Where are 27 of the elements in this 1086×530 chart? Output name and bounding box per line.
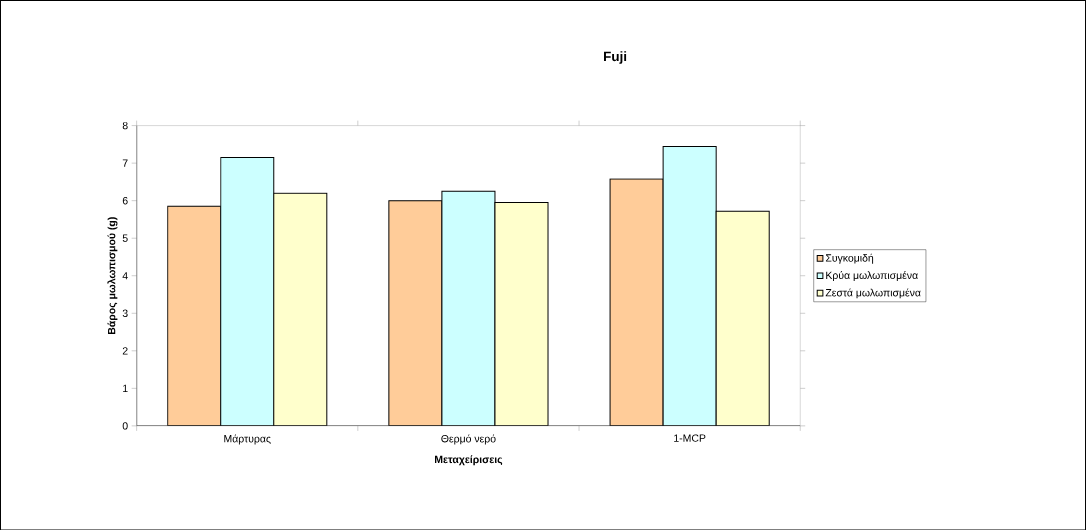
- bar: [494, 202, 549, 426]
- bar: [441, 191, 495, 426]
- legend-label: Κρύα μωλωπισμένα: [826, 270, 918, 281]
- x-tick-label: 1-MCP: [674, 434, 706, 442]
- y-tick-label: 6: [122, 196, 128, 205]
- x-tick-label: Θερμό νερό: [441, 434, 496, 445]
- legend-label: Ζεστά μωλωπισμένα: [825, 288, 921, 299]
- bar: [609, 178, 664, 426]
- y-tick-label: 4: [122, 271, 128, 280]
- y-tick-label: 8: [122, 121, 128, 130]
- y-tick-label: 1: [123, 384, 128, 392]
- y-tick-label: 5: [122, 234, 128, 242]
- y-axis-title: Βάρος μωλωπισμού (g): [107, 217, 118, 334]
- x-axis-title: Μεταχείρισεις: [435, 455, 503, 465]
- bar: [273, 192, 327, 426]
- y-tick-label: 3: [122, 309, 128, 317]
- x-tick-label: Μάρτυρας: [224, 434, 271, 445]
- y-tick-label: 0: [122, 421, 128, 430]
- y-tick-label: 2: [122, 346, 128, 355]
- bar: [220, 157, 274, 426]
- bar: [167, 206, 221, 426]
- bar: [715, 210, 770, 426]
- bar: [388, 200, 442, 426]
- legend-label: Συγκομιδή: [825, 253, 874, 264]
- y-tick-label: 7: [122, 159, 128, 167]
- chart-title: Fuji: [604, 51, 627, 64]
- bar: [662, 145, 717, 426]
